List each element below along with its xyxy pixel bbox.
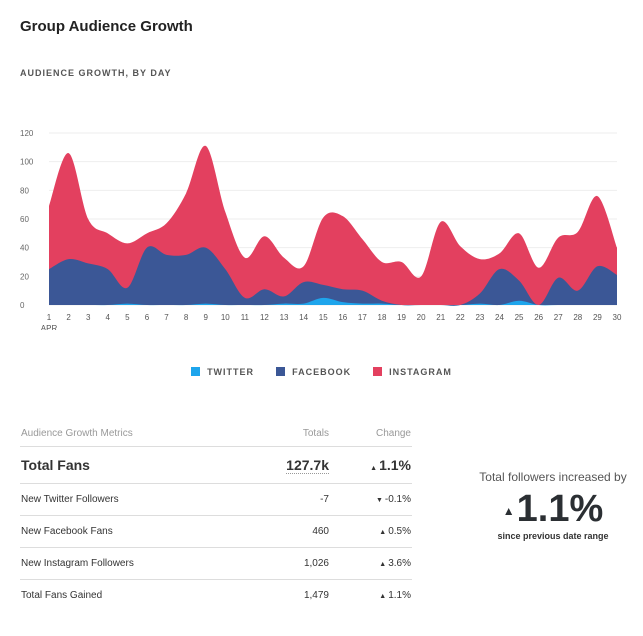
- up-arrow-icon: ▲: [502, 503, 515, 518]
- col-header-change: Change: [330, 420, 412, 447]
- y-tick-label: 120: [20, 129, 34, 138]
- x-tick-label: 13: [280, 313, 289, 322]
- x-tick-label: 14: [299, 313, 308, 322]
- up-arrow-icon: ▲: [370, 465, 378, 472]
- x-tick-label: 24: [495, 313, 504, 322]
- legend-item-instagram[interactable]: INSTAGRAM: [373, 367, 452, 377]
- page-title: Group Audience Growth: [20, 18, 193, 35]
- metric-label: Total Fans Gained: [21, 590, 103, 601]
- x-tick-label: 11: [241, 313, 250, 322]
- summary-caption: since previous date range: [497, 531, 609, 541]
- summary-label: Total followers increased by: [479, 470, 627, 484]
- x-tick-label: 16: [338, 313, 347, 322]
- table-row: New Instagram Followers 1,026 ▲ 3.6%: [20, 547, 412, 580]
- metric-total: 1,479: [303, 590, 329, 601]
- area-facebook: [49, 246, 617, 306]
- metrics-table: Audience Growth Metrics Totals Change To…: [20, 420, 412, 611]
- metric-label: Total Fans: [20, 446, 248, 484]
- summary-panel: Total followers increased by ▲1.1% since…: [470, 470, 636, 541]
- legend-item-facebook[interactable]: FACEBOOK: [276, 367, 351, 377]
- metric-change: 1.1%: [379, 457, 411, 473]
- x-tick-label: 15: [319, 313, 328, 322]
- x-tick-label: 30: [613, 313, 622, 322]
- legend-label: FACEBOOK: [292, 367, 352, 377]
- table-row: Total Fans Gained 1,479 ▲ 1.1%: [20, 580, 412, 612]
- up-arrow-icon: ▲: [379, 593, 387, 600]
- col-header-metric: Audience Growth Metrics: [20, 420, 248, 447]
- up-arrow-icon: ▲: [379, 529, 387, 536]
- x-tick-label: 4: [106, 313, 111, 322]
- metric-total: 1,026: [303, 558, 329, 569]
- x-tick-label: 21: [436, 313, 445, 322]
- x-tick-label: 3: [86, 313, 91, 322]
- x-tick-label: 22: [456, 313, 465, 322]
- legend-label: INSTAGRAM: [389, 367, 452, 377]
- x-tick-label: 19: [397, 313, 406, 322]
- x-tick-label: 28: [573, 313, 582, 322]
- x-tick-label: 29: [593, 313, 602, 322]
- x-tick-label: 18: [378, 313, 387, 322]
- metric-total: 460: [312, 526, 329, 537]
- y-tick-label: 100: [20, 158, 34, 167]
- metric-change: -0.1%: [384, 494, 411, 505]
- y-tick-label: 0: [20, 301, 25, 310]
- metric-label: New Facebook Fans: [20, 515, 248, 548]
- y-tick-label: 80: [20, 186, 29, 195]
- x-tick-label: 8: [184, 313, 189, 322]
- table-row: Total Fans 127.7k ▲ 1.1%: [20, 446, 412, 484]
- legend-swatch: [191, 367, 201, 376]
- x-month-label: APR: [41, 324, 58, 330]
- x-tick-label: 20: [417, 313, 426, 322]
- x-tick-label: 10: [221, 313, 230, 322]
- metric-change: 0.5%: [388, 526, 411, 537]
- table-row: New Twitter Followers -7 ▼ -0.1%: [20, 483, 412, 516]
- x-tick-label: 2: [66, 313, 71, 322]
- x-tick-label: 6: [145, 313, 150, 322]
- legend-swatch: [276, 367, 286, 376]
- metric-label: New Instagram Followers: [20, 547, 248, 580]
- x-tick-label: 23: [475, 313, 484, 322]
- x-tick-label: 25: [515, 313, 524, 322]
- metric-change: 1.1%: [388, 590, 411, 601]
- y-tick-label: 20: [20, 272, 29, 281]
- legend-item-twitter[interactable]: TWITTER: [191, 367, 254, 377]
- legend-swatch: [373, 367, 383, 376]
- metric-label: New Twitter Followers: [20, 483, 248, 516]
- metric-total: 127.7k: [286, 457, 329, 474]
- x-tick-label: 1: [47, 313, 52, 322]
- x-tick-label: 12: [260, 313, 269, 322]
- col-header-totals: Totals: [248, 420, 330, 447]
- x-tick-label: 5: [125, 313, 130, 322]
- x-tick-label: 17: [358, 313, 367, 322]
- up-arrow-icon: ▲: [379, 561, 387, 568]
- summary-value: 1.1%: [516, 488, 604, 530]
- x-tick-label: 26: [534, 313, 543, 322]
- x-tick-label: 9: [203, 313, 208, 322]
- metric-total: -7: [320, 494, 329, 505]
- x-tick-label: 7: [164, 313, 169, 322]
- area-twitter: [49, 297, 617, 306]
- table-row: New Facebook Fans 460 ▲ 0.5%: [20, 515, 412, 548]
- chart-title: AUDIENCE GROWTH, BY DAY: [20, 68, 172, 78]
- x-tick-label: 27: [554, 313, 563, 322]
- y-tick-label: 40: [20, 244, 29, 253]
- down-arrow-icon: ▼: [375, 497, 383, 504]
- chart-legend: TWITTER FACEBOOK INSTAGRAM: [0, 367, 643, 377]
- y-tick-label: 60: [20, 215, 29, 224]
- legend-label: TWITTER: [207, 367, 255, 377]
- metric-change: 3.6%: [388, 558, 411, 569]
